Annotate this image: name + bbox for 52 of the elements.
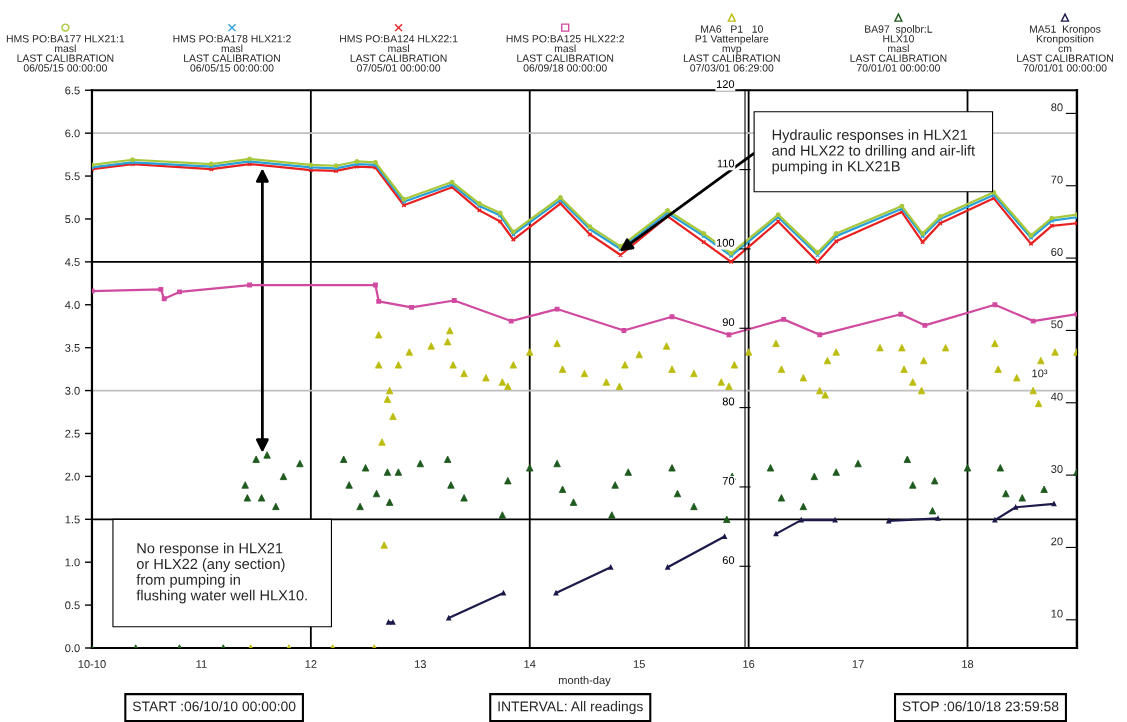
y-tick-label: 4.0	[64, 301, 80, 309]
y-tick-label: 4.5	[64, 258, 80, 266]
y-tick-label: 6.0	[65, 129, 80, 138]
legend-label: HMS PO:BA178 HLX21:2 masl LAST CALIBRATION 06/05/15 00:00:00	[173, 35, 291, 72]
y-tick-label: 0.5	[65, 601, 80, 610]
x-tick-label: 13	[414, 660, 426, 668]
text: INTERVAL: All readings	[498, 701, 643, 715]
y-tick-label: 1.5	[65, 515, 80, 524]
legend-label: MA6 P1 10 P1 Vattenpelare mvp LAST CALIBRATION 07/03/01 06:29:00	[683, 25, 780, 72]
y3-tick-label: 80	[722, 397, 735, 406]
y2-tick-label: 30	[1051, 465, 1063, 473]
y2-tick-label: 10	[1051, 609, 1063, 618]
legend-label: HMS PO:BA177 HLX21:1 masl LAST CALIBRATION 06/05/15 00:00:00	[6, 35, 125, 72]
legend-label: HMS PO:BA125 HLX22:2 masl LAST CALIBRATION 06/09/18 00:00:00	[506, 35, 625, 72]
x-tick-label: 11	[196, 660, 207, 668]
annotation: Hydraulic responses in HLX21 and HLX22 to drilling and air-lift pumping in KLX21B	[772, 129, 975, 175]
y2-tick-label: 50	[1051, 320, 1063, 329]
y3-tick-label: 70	[722, 476, 735, 485]
x-axis-title: month-day	[558, 675, 611, 687]
y3-tick-label: 120	[716, 80, 735, 89]
y3-tick-label: 110	[717, 159, 735, 168]
legend-label: HMS PO:BA124 HLX22:1 masl LAST CALIBRATION 07/05/01 00:00:00	[340, 35, 458, 72]
y3-tick-label: 60	[722, 556, 735, 565]
y-tick-label: 6.5	[65, 86, 80, 95]
y2-tick-label: 70	[1051, 175, 1063, 184]
x-tick-label: 16	[743, 660, 755, 668]
x-tick-label: 14	[524, 660, 536, 668]
legend-label: MA51 Kronpos Kronposition cm LAST CALIBRATION 70/01/01 00:00:00	[1017, 25, 1113, 72]
x-tick-label: 12	[305, 660, 317, 668]
y-tick-label: 1.0	[65, 558, 80, 567]
y2-tick-label: 40	[1050, 392, 1063, 401]
annotation: No response in HLX21 or HLX22 (any section) from pumping in flushing water well HLX10.	[136, 542, 307, 604]
text: STOP :06/10/18 23:59:58	[902, 701, 1059, 712]
y-tick-label: 2.5	[65, 429, 80, 438]
y-tick-label: 5.5	[65, 172, 80, 181]
x-tick-label: 15	[633, 660, 645, 668]
y2-tick-label: 60	[1051, 248, 1063, 256]
y-tick-label: 0.0	[65, 644, 80, 653]
y-tick-label: 3.5	[65, 343, 80, 352]
y2-axis-title: 10³	[1032, 369, 1048, 378]
x-tick-label: 17	[852, 660, 864, 668]
y3-tick-label: 90	[722, 318, 735, 327]
y2-tick-label: 20	[1051, 537, 1063, 546]
text: START :06/10/10 00:00:00	[132, 701, 296, 712]
y-tick-label: 5.0	[65, 215, 80, 224]
x-tick-label: 10-10	[78, 660, 106, 668]
y-tick-label: 2.0	[65, 472, 80, 481]
y3-tick-label: 100	[716, 238, 735, 247]
y2-tick-label: 80	[1051, 103, 1063, 112]
x-tick-label: 18	[962, 660, 974, 668]
legend-label: BA97 spolbr:L HLX10 masl LAST CALIBRATION 70/01/01 00:00:00	[850, 25, 947, 72]
y-tick-label: 3.0	[65, 386, 80, 395]
